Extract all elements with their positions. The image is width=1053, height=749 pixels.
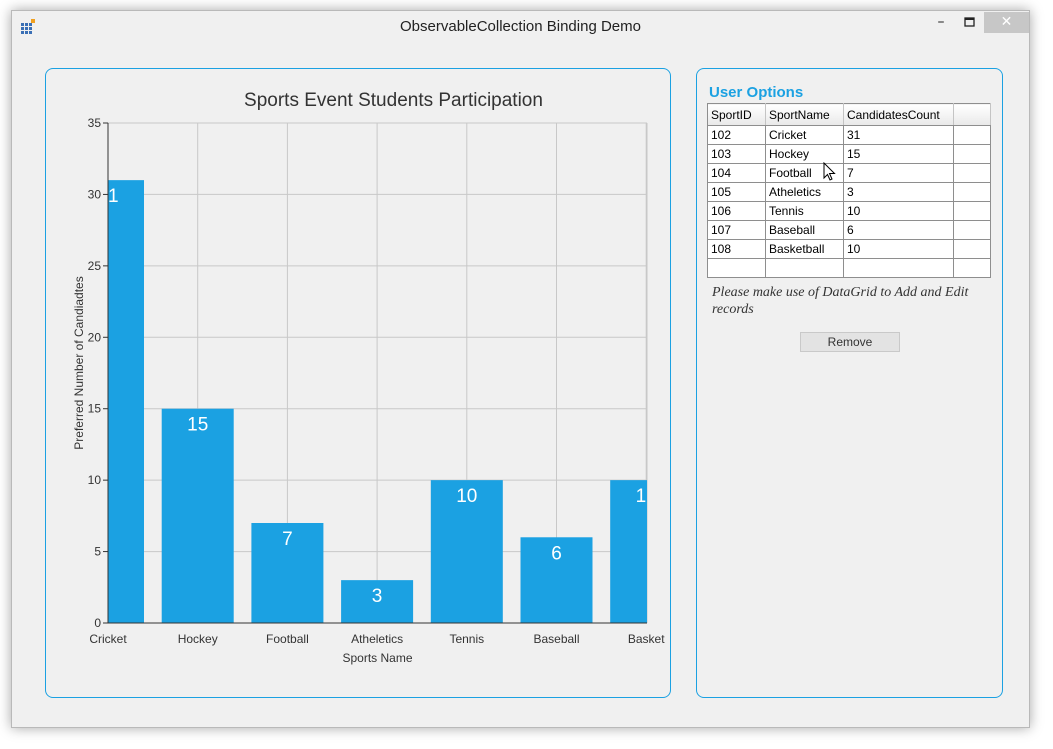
table-row[interactable]: 102 Cricket 31 xyxy=(707,125,991,145)
x-tick-label: Football xyxy=(266,632,309,646)
x-tick-label: Cricket xyxy=(89,632,127,646)
x-tick-label: Hockey xyxy=(178,632,218,646)
data-label: 10 xyxy=(636,486,657,507)
bar-cricket xyxy=(108,180,144,623)
column-header-sportname[interactable]: SportName xyxy=(765,103,844,126)
x-tick-label: Baseball xyxy=(533,632,579,646)
table-row[interactable]: 108 Basketball 10 xyxy=(707,239,991,259)
bar-baseball xyxy=(520,537,593,623)
cell-sportname[interactable]: Baseball xyxy=(765,220,844,240)
cell-filler xyxy=(953,144,991,164)
cell-candidatescount[interactable]: 7 xyxy=(843,163,954,183)
y-tick-label: 35 xyxy=(88,116,102,130)
x-tick-label: Tennis xyxy=(449,632,484,646)
cell-sportname[interactable]: Tennis xyxy=(765,201,844,221)
bar-football xyxy=(251,523,324,623)
app-window: ObservableCollection Binding Demo – ✕ Sp… xyxy=(11,10,1030,728)
cell-sportname[interactable]: Atheletics xyxy=(765,182,844,202)
cell-candidatescount[interactable]: 6 xyxy=(843,220,954,240)
bar-basket xyxy=(610,480,647,623)
cell-filler xyxy=(953,182,991,202)
remove-button[interactable]: Remove xyxy=(800,332,900,352)
user-options-panel: User Options SportID SportName Candidate… xyxy=(696,68,1003,698)
mouse-cursor-icon xyxy=(823,162,836,181)
x-axis-title: Sports Name xyxy=(342,651,412,665)
bar-tennis xyxy=(430,480,503,623)
cell-sportid[interactable]: 105 xyxy=(707,182,766,202)
cell-sportname[interactable]: Hockey xyxy=(765,144,844,164)
new-row-placeholder[interactable] xyxy=(707,258,991,278)
y-axis-title: Preferred Number of Candiadtes xyxy=(72,276,86,449)
bar-hockey xyxy=(161,408,234,623)
chart-panel: Sports Event Students Participation 0 5 10 1… xyxy=(45,68,671,698)
x-tick-label: Basket xyxy=(628,632,665,646)
data-label: 10 xyxy=(456,486,477,507)
cell-sportid[interactable]: 107 xyxy=(707,220,766,240)
y-tick-label: 20 xyxy=(88,330,102,344)
bars-group: 31 15 7 3 10 6 10 xyxy=(97,180,657,623)
bar-chart: Sports Event Students Participation 0 5 10 1… xyxy=(72,90,665,665)
cell-filler xyxy=(953,220,991,240)
x-tick-label: Atheletics xyxy=(351,632,403,646)
cell-candidatescount[interactable]: 3 xyxy=(843,182,954,202)
table-row[interactable]: 104 Football 7 xyxy=(707,163,991,183)
cell-candidatescount[interactable]: 10 xyxy=(843,239,954,259)
cell-sportid[interactable]: 104 xyxy=(707,163,766,183)
table-row[interactable]: 106 Tennis 10 xyxy=(707,201,991,221)
cell-sportid[interactable]: 108 xyxy=(707,239,766,259)
cell-candidatescount[interactable]: 31 xyxy=(843,125,954,145)
y-tick-label: 30 xyxy=(88,187,102,201)
table-row[interactable]: 103 Hockey 15 xyxy=(707,144,991,164)
bar-atheletics xyxy=(341,580,414,623)
new-row-cell[interactable] xyxy=(953,258,991,278)
table-row[interactable]: 105 Atheletics 3 xyxy=(707,182,991,202)
cell-sportid[interactable]: 103 xyxy=(707,144,766,164)
data-label: 7 xyxy=(282,529,293,550)
data-label: 31 xyxy=(97,186,118,207)
y-tick-label: 15 xyxy=(88,402,102,416)
cell-filler xyxy=(953,201,991,221)
maximize-button[interactable] xyxy=(957,12,983,33)
table-row[interactable]: 107 Baseball 6 xyxy=(707,220,991,240)
y-tick-label: 0 xyxy=(94,616,101,630)
sports-datagrid[interactable]: SportID SportName CandidatesCount 102 Cri… xyxy=(707,103,991,278)
close-button[interactable]: ✕ xyxy=(984,12,1029,33)
new-row-cell[interactable] xyxy=(765,258,844,278)
new-row-cell[interactable] xyxy=(707,258,766,278)
data-label: 3 xyxy=(372,586,383,607)
column-header-sportid[interactable]: SportID xyxy=(707,103,766,126)
cell-sportname[interactable]: Cricket xyxy=(765,125,844,145)
datagrid-note: Please make use of DataGrid to Add and E… xyxy=(712,285,969,317)
maximize-icon xyxy=(964,17,975,27)
minimize-icon: – xyxy=(937,14,945,30)
minimize-button[interactable]: – xyxy=(926,12,956,33)
cell-candidatescount[interactable]: 15 xyxy=(843,144,954,164)
column-header-candidatescount[interactable]: CandidatesCount xyxy=(843,103,954,126)
cell-filler xyxy=(953,125,991,145)
title-bar: ObservableCollection Binding Demo – ✕ xyxy=(12,11,1029,43)
data-label: 6 xyxy=(551,543,562,564)
chart-title: Sports Event Students Participation xyxy=(244,90,543,111)
cell-sportname[interactable]: Basketball xyxy=(765,239,844,259)
window-title: ObservableCollection Binding Demo xyxy=(400,18,641,35)
close-icon: ✕ xyxy=(1000,14,1013,30)
grid-app-icon xyxy=(21,19,35,34)
y-tick-label: 10 xyxy=(88,473,102,487)
cell-sportid[interactable]: 102 xyxy=(707,125,766,145)
cell-sportid[interactable]: 106 xyxy=(707,201,766,221)
y-tick-label: 25 xyxy=(88,259,102,273)
cell-filler xyxy=(953,163,991,183)
grid-header-row: SportID SportName CandidatesCount xyxy=(707,103,991,126)
data-label: 15 xyxy=(187,415,208,436)
options-title: User Options xyxy=(709,84,804,101)
cell-candidatescount[interactable]: 10 xyxy=(843,201,954,221)
column-header-filler xyxy=(953,103,991,126)
new-row-cell[interactable] xyxy=(843,258,954,278)
y-tick-label: 5 xyxy=(94,545,101,559)
cell-filler xyxy=(953,239,991,259)
